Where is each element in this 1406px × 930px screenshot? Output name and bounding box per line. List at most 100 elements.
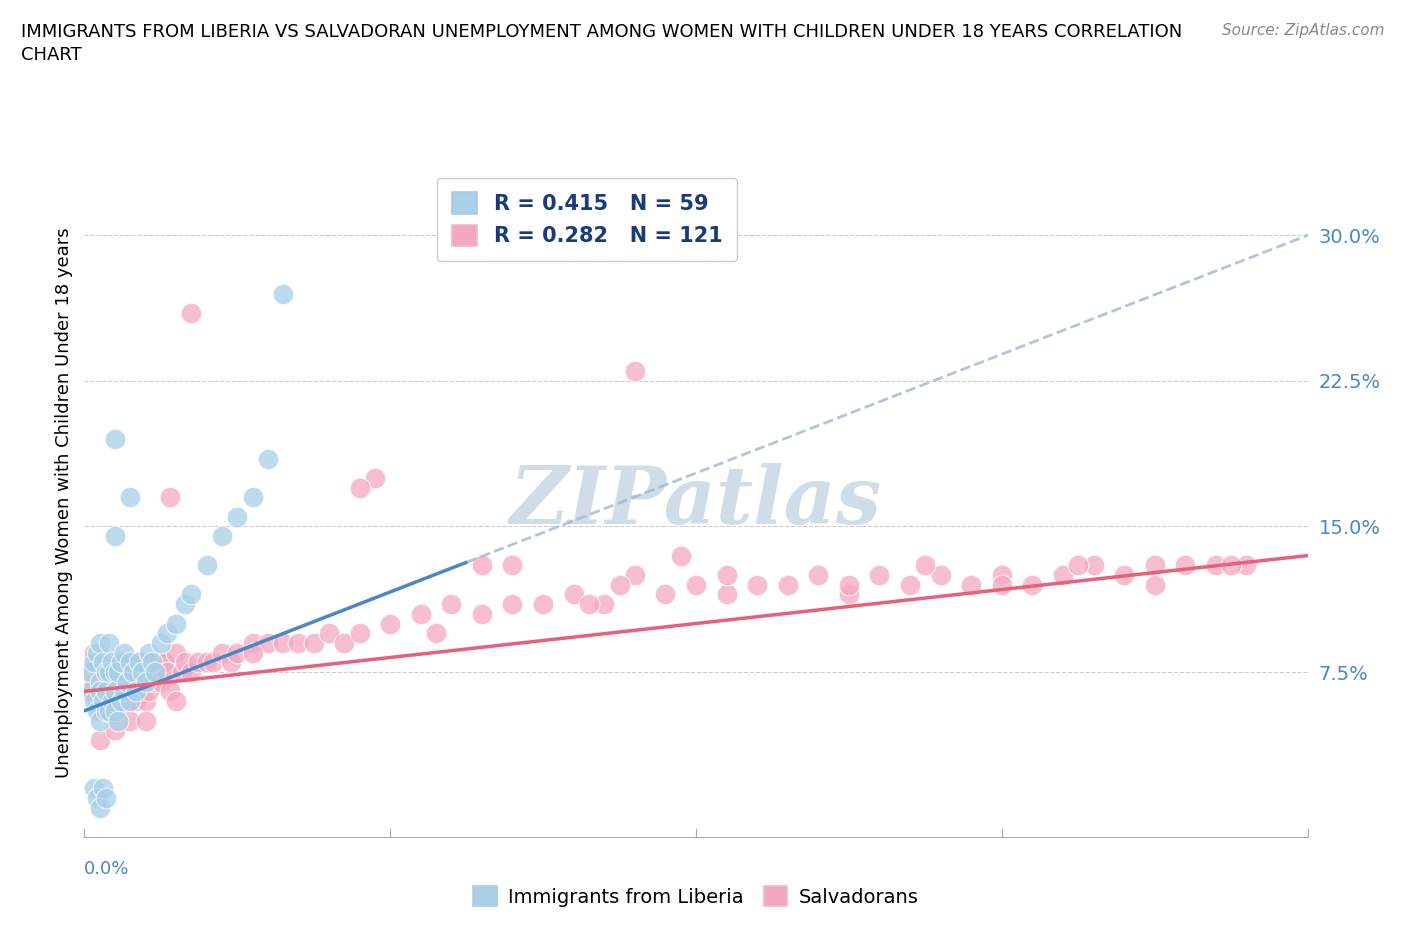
Point [1052,567,1074,582]
Point [91,781,114,796]
Point [110,655,132,670]
Point [195,655,218,670]
Point [97,694,120,709]
Point [898,578,921,592]
Point [562,587,585,602]
Point [776,578,799,592]
Point [125,655,148,670]
Point [76,665,98,680]
Point [146,655,169,670]
Point [135,694,157,709]
Point [165,645,187,660]
Point [89,703,111,718]
Point [960,578,983,592]
Point [409,606,432,621]
Point [104,703,127,718]
Point [349,626,371,641]
Point [125,694,148,709]
Point [211,529,233,544]
Point [107,713,129,728]
Point [125,684,148,698]
Text: CHART: CHART [21,46,82,64]
Point [257,635,280,650]
Point [138,645,160,660]
Point [86,655,108,670]
Point [425,626,447,641]
Point [107,655,129,670]
Point [174,655,197,670]
Point [101,684,124,698]
Point [578,597,600,612]
Text: ZIPatlas: ZIPatlas [510,463,882,541]
Point [380,616,402,631]
Point [86,694,108,709]
Point [110,684,132,698]
Text: Source: ZipAtlas.com: Source: ZipAtlas.com [1222,23,1385,38]
Point [91,694,114,709]
Point [1205,558,1227,573]
Point [101,655,124,670]
Point [807,567,830,582]
Text: IMMIGRANTS FROM LIBERIA VS SALVADORAN UNEMPLOYMENT AMONG WOMEN WITH CHILDREN UND: IMMIGRANTS FROM LIBERIA VS SALVADORAN UN… [21,23,1182,41]
Legend: Immigrants from Liberia, Salvadorans: Immigrants from Liberia, Salvadorans [465,878,927,914]
Point [624,567,647,582]
Point [120,694,142,709]
Point [104,665,127,680]
Point [211,645,233,660]
Point [97,665,120,680]
Point [318,626,340,641]
Point [180,587,202,602]
Point [172,665,194,680]
Point [1021,578,1043,592]
Point [135,674,157,689]
Point [165,616,187,631]
Point [89,684,111,698]
Point [149,635,172,650]
Point [104,529,127,544]
Point [91,684,114,698]
Point [1143,558,1166,573]
Point [135,655,157,670]
Point [94,790,117,805]
Point [89,733,111,748]
Point [609,578,631,592]
Point [991,567,1014,582]
Point [89,684,111,698]
Point [991,578,1014,592]
Point [838,578,860,592]
Point [112,645,135,660]
Point [131,665,153,680]
Point [83,781,105,796]
Point [186,655,208,670]
Point [131,665,153,680]
Point [104,684,127,698]
Point [242,635,264,650]
Point [271,635,294,650]
Point [104,703,127,718]
Point [110,655,132,670]
Text: 0.0%: 0.0% [84,860,129,879]
Point [128,684,150,698]
Point [333,635,356,650]
Point [101,655,124,670]
Point [86,703,108,718]
Point [156,626,179,641]
Point [104,432,127,446]
Point [226,645,249,660]
Point [440,597,463,612]
Point [83,694,105,709]
Point [86,645,108,660]
Point [122,655,145,670]
Point [1083,558,1105,573]
Point [120,655,142,670]
Point [143,674,166,689]
Point [1067,558,1090,573]
Point [89,801,111,816]
Point [159,490,181,505]
Point [128,655,150,670]
Point [94,684,117,698]
Point [97,635,120,650]
Point [257,451,280,466]
Point [929,567,952,582]
Point [122,684,145,698]
